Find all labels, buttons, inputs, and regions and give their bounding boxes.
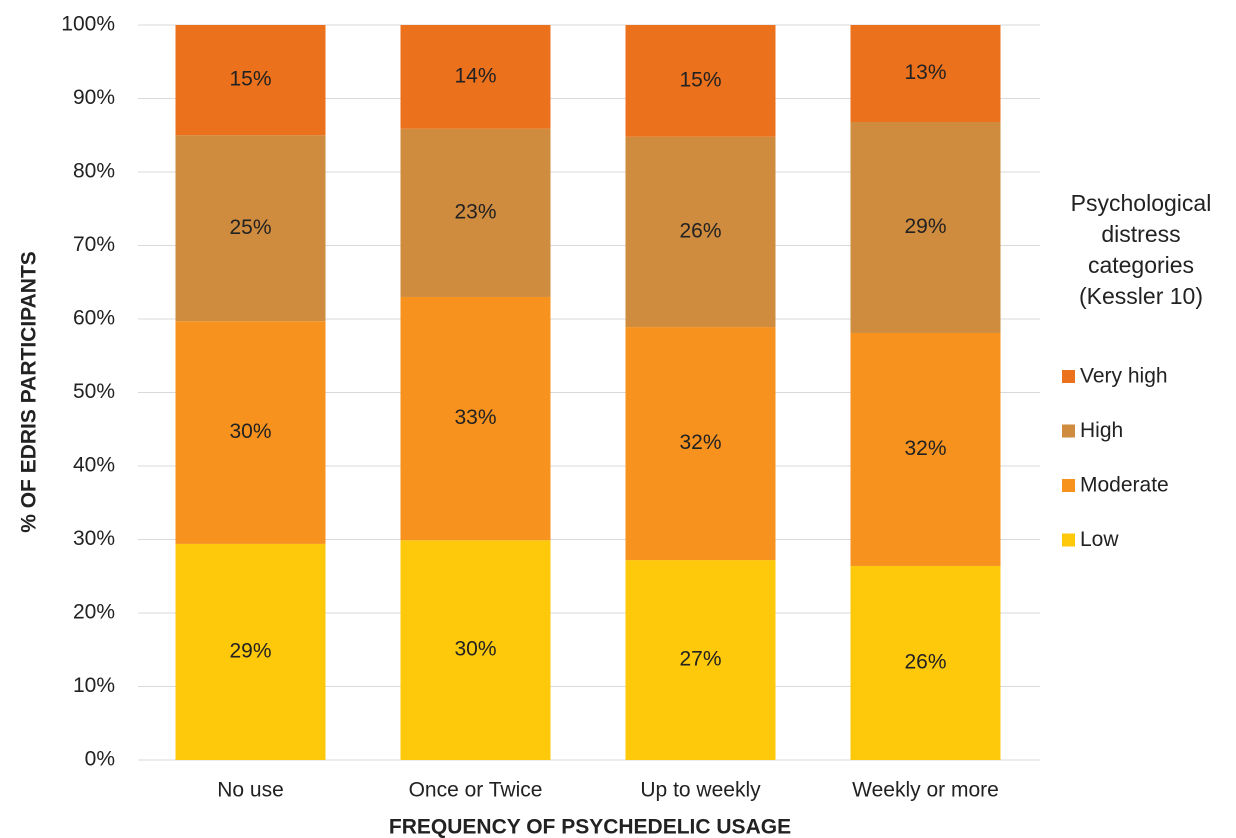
legend-label: Low [1080,528,1119,551]
bar-segment [625,327,776,561]
bar-segment [400,128,551,297]
bar-segment [400,540,551,760]
y-tick-label: 30% [73,527,115,550]
y-tick-label: 50% [73,380,115,403]
y-axis-title: % OF EDRIS PARTICIPANTS [18,251,41,533]
y-tick-label: 70% [73,233,115,256]
data-label: 26% [904,651,946,674]
data-label: 25% [229,216,271,239]
data-label: 14% [454,64,496,87]
y-tick-label: 40% [73,454,115,477]
legend-swatch [1062,533,1075,547]
y-tick-label: 0% [85,748,115,771]
y-tick-label: 100% [61,13,115,36]
y-tick-label: 10% [73,674,115,697]
data-label: 15% [679,68,721,91]
data-label: 30% [454,638,496,661]
legend-swatch [1062,370,1075,383]
x-axis-title: FREQUENCY OF PSYCHEDELIC USAGE [389,816,791,838]
bar-segment [175,135,326,322]
legend-swatch [1062,424,1075,438]
y-tick-label: 60% [73,307,115,330]
legend-label: Very high [1080,365,1168,388]
data-label: 23% [454,200,496,223]
data-label: 33% [454,406,496,429]
x-tick-label: Once or Twice [409,779,543,802]
data-label: 15% [229,68,271,91]
bar-segment [625,25,776,137]
data-label: 32% [679,431,721,454]
bar-segment [625,560,776,760]
legend-swatch [1062,479,1075,492]
x-tick-label: Up to weekly [640,779,761,802]
x-tick-label: No use [217,779,284,802]
y-tick-label: 20% [73,601,115,624]
data-label: 13% [904,61,946,84]
data-label: 26% [679,219,721,242]
bar-segment [850,565,1001,760]
legend-label: Moderate [1080,474,1169,497]
y-tick-label: 80% [73,160,115,183]
legend-title: Psychological distress categories (Kessl… [1070,190,1212,309]
data-label: 32% [904,437,946,460]
x-tick-label: Weekly or more [852,779,999,802]
bar-segment [625,136,776,328]
bar-segment [850,332,1001,566]
bar-segment [400,25,551,129]
bar-segment [850,122,1001,333]
bar-segment [175,321,326,544]
data-label: 29% [904,215,946,238]
data-label: 30% [229,420,271,443]
bar-segment [850,25,1001,123]
y-tick-label: 90% [73,86,115,109]
data-label: 29% [229,640,271,663]
bar-segment [175,25,326,136]
legend-label: High [1080,419,1123,442]
bar-segment [400,296,551,541]
data-label: 27% [679,648,721,671]
bar-segment [175,543,326,760]
